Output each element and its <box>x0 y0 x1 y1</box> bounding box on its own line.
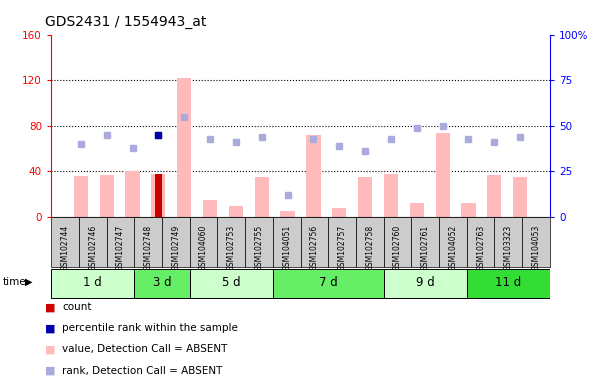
Bar <box>467 268 550 298</box>
Bar <box>273 217 300 267</box>
Bar <box>134 217 162 267</box>
Text: GSM104060: GSM104060 <box>199 224 208 271</box>
Bar <box>245 217 273 267</box>
Text: GSM102758: GSM102758 <box>365 224 374 271</box>
Bar <box>467 217 495 267</box>
Text: ■: ■ <box>45 302 55 312</box>
Text: GSM102760: GSM102760 <box>393 224 402 271</box>
Bar <box>522 217 550 267</box>
Bar <box>151 174 165 217</box>
Text: 7 d: 7 d <box>319 276 338 289</box>
Bar <box>383 268 467 298</box>
Bar <box>358 177 372 217</box>
Text: 5 d: 5 d <box>222 276 240 289</box>
Text: 3 d: 3 d <box>153 276 171 289</box>
Bar <box>356 217 383 267</box>
Text: GSM102755: GSM102755 <box>254 224 263 271</box>
Text: count: count <box>62 302 91 312</box>
Bar <box>410 203 424 217</box>
Bar <box>439 217 467 267</box>
Text: GSM104052: GSM104052 <box>448 224 457 271</box>
Text: ▶: ▶ <box>25 276 32 286</box>
Bar <box>51 217 79 267</box>
Text: GSM102746: GSM102746 <box>88 224 97 271</box>
Text: GSM102761: GSM102761 <box>421 224 430 271</box>
Bar <box>300 217 328 267</box>
Bar <box>436 132 450 217</box>
Bar <box>513 177 527 217</box>
Text: GSM104051: GSM104051 <box>282 224 291 271</box>
Text: rank, Detection Call = ABSENT: rank, Detection Call = ABSENT <box>62 366 222 376</box>
Bar <box>126 171 139 217</box>
Bar <box>100 175 114 217</box>
Text: 11 d: 11 d <box>495 276 522 289</box>
Text: GSM102756: GSM102756 <box>310 224 319 271</box>
Bar <box>462 203 475 217</box>
Bar <box>134 268 190 298</box>
Text: ■: ■ <box>45 323 55 333</box>
Text: GSM102748: GSM102748 <box>144 224 153 271</box>
Bar <box>495 217 522 267</box>
Text: GSM102753: GSM102753 <box>227 224 236 271</box>
Text: GSM102763: GSM102763 <box>476 224 485 271</box>
Bar <box>218 217 245 267</box>
Text: ■: ■ <box>45 366 55 376</box>
Bar <box>74 176 88 217</box>
Text: time: time <box>3 276 26 286</box>
Bar <box>307 135 320 217</box>
Bar <box>411 217 439 267</box>
Bar <box>106 217 134 267</box>
Bar <box>79 217 106 267</box>
Bar <box>162 217 190 267</box>
Text: ■: ■ <box>45 344 55 354</box>
Bar <box>177 78 191 217</box>
Bar <box>155 174 162 217</box>
Bar <box>487 175 501 217</box>
Bar <box>190 268 273 298</box>
Text: GSM103323: GSM103323 <box>504 224 513 271</box>
Bar <box>203 200 217 217</box>
Text: GSM102757: GSM102757 <box>338 224 347 271</box>
Text: percentile rank within the sample: percentile rank within the sample <box>62 323 238 333</box>
Bar <box>281 211 294 217</box>
Bar <box>384 174 398 217</box>
Text: 9 d: 9 d <box>416 276 435 289</box>
Text: GDS2431 / 1554943_at: GDS2431 / 1554943_at <box>45 15 207 29</box>
Text: GSM102747: GSM102747 <box>116 224 125 271</box>
Text: 1 d: 1 d <box>84 276 102 289</box>
Text: value, Detection Call = ABSENT: value, Detection Call = ABSENT <box>62 344 227 354</box>
Bar <box>328 217 356 267</box>
Bar <box>229 205 243 217</box>
Bar <box>332 208 346 217</box>
Text: GSM102744: GSM102744 <box>61 224 70 271</box>
Bar <box>383 217 411 267</box>
Bar <box>273 268 383 298</box>
Bar <box>51 268 134 298</box>
Bar <box>255 177 269 217</box>
Text: GSM104053: GSM104053 <box>531 224 540 271</box>
Text: GSM102749: GSM102749 <box>171 224 180 271</box>
Bar <box>190 217 218 267</box>
